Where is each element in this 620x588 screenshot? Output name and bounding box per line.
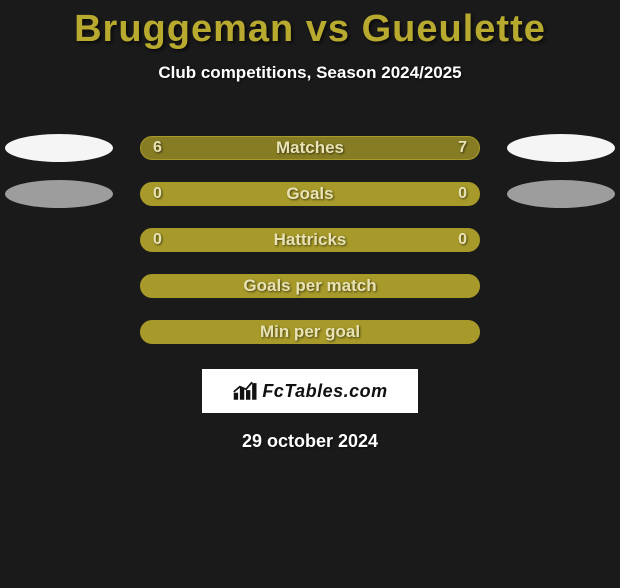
logo-text: FcTables.com [262, 381, 387, 402]
subtitle: Club competitions, Season 2024/2025 [0, 63, 620, 83]
stat-bar: Goals0 0 [140, 182, 480, 206]
stats-container: Matches67Goals00Hattricks00Goals per mat… [0, 125, 620, 355]
stat-bar: Hattricks0 0 [140, 228, 480, 252]
stat-row: Hattricks0 0 [0, 217, 620, 263]
stat-row: Matches6 7 [0, 125, 620, 171]
stat-label: Matches [141, 137, 479, 159]
stat-label: Goals per match [141, 275, 479, 297]
stat-value-left: 6 [141, 137, 174, 159]
bar-chart-icon [232, 379, 260, 403]
stat-value-right: 7 [446, 137, 479, 159]
stat-bar: Matches6 7 [140, 136, 480, 160]
stat-value-left: 0 [141, 183, 174, 205]
player-ellipse-left [5, 180, 113, 208]
player-ellipse-right [507, 134, 615, 162]
date-label: 29 october 2024 [0, 431, 620, 452]
stat-value-right: 0 [446, 183, 479, 205]
stat-row: Goals0 0 [0, 171, 620, 217]
player-ellipse-left [5, 134, 113, 162]
stat-value-left: 0 [141, 229, 174, 251]
page-title: Bruggeman vs Gueulette [0, 8, 620, 51]
stat-bar: Goals per match [140, 274, 480, 298]
stat-label: Min per goal [141, 321, 479, 343]
stat-row: Goals per match [0, 263, 620, 309]
logo-box: FcTables.com [202, 369, 418, 413]
stat-value-right: 0 [446, 229, 479, 251]
stat-row: Min per goal [0, 309, 620, 355]
player-ellipse-right [507, 180, 615, 208]
stat-bar: Min per goal [140, 320, 480, 344]
stat-label: Hattricks [141, 229, 479, 251]
stat-label: Goals [141, 183, 479, 205]
